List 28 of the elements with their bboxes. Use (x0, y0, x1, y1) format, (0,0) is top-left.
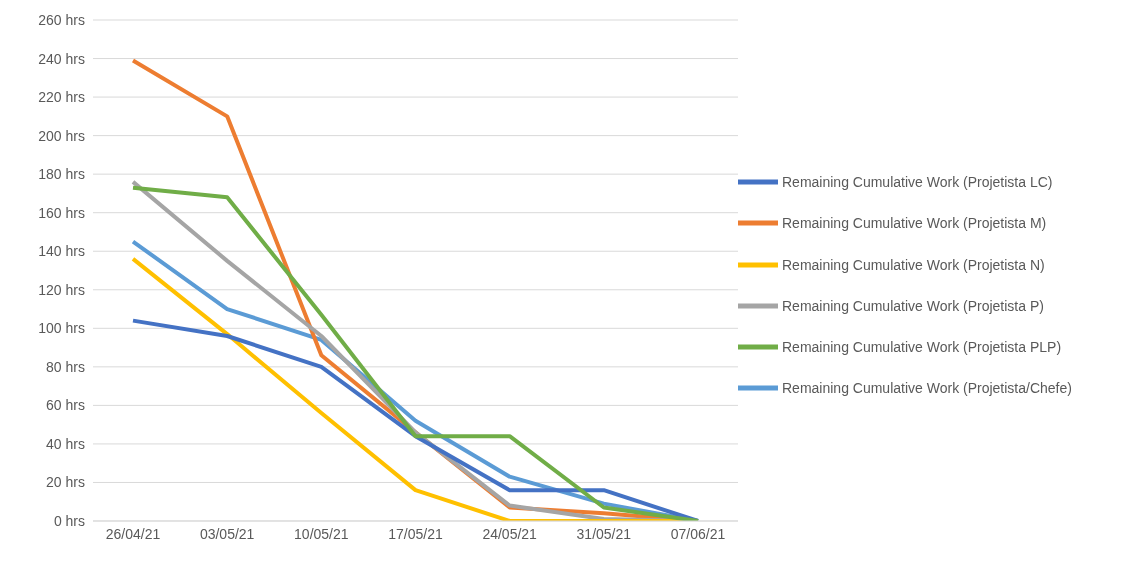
x-tick-label: 24/05/21 (482, 525, 538, 542)
x-tick-label: 26/04/21 (105, 525, 161, 542)
x-tick-label: 10/05/21 (294, 525, 349, 542)
legend-label: Remaining Cumulative Work (Projetista/Chefe) (782, 379, 1073, 399)
y-tick-label: 160 hrs (38, 204, 85, 221)
legend-label: Remaining Cumulative Work (Projetista N) (782, 255, 1046, 275)
y-tick-label: 0 hrs (53, 512, 85, 529)
y-tick-label: 100 hrs (38, 320, 85, 337)
y-tick-label: 200 hrs (38, 127, 85, 144)
y-tick-label: 40 hrs (46, 435, 85, 452)
y-tick-label: 180 hrs (38, 166, 85, 183)
x-tick-label: 31/05/21 (576, 525, 632, 542)
x-tick-label: 17/05/21 (388, 525, 443, 542)
y-tick-label: 80 hrs (46, 358, 85, 375)
legend-label: Remaining Cumulative Work (Projetista PLP) (782, 338, 1063, 358)
line-series (131, 318, 700, 521)
y-tick-label: 220 hrs (38, 89, 85, 106)
legend-label: Remaining Cumulative Work (Projetista P) (782, 296, 1045, 316)
y-tick-label: 120 hrs (38, 281, 85, 298)
legend-label: Remaining Cumulative Work (Projetista LC) (782, 172, 1054, 192)
y-tick-label: 20 hrs (46, 474, 85, 491)
y-tick-label: 240 hrs (38, 50, 85, 67)
y-tick-label: 260 hrs (38, 11, 85, 28)
x-tick-label: 07/06/21 (670, 525, 726, 542)
y-tick-label: 140 hrs (38, 243, 85, 260)
legend-label: Remaining Cumulative Work (Projetista M) (782, 214, 1048, 234)
y-tick-label: 60 hrs (46, 397, 85, 414)
x-tick-label: 03/05/21 (199, 525, 255, 542)
